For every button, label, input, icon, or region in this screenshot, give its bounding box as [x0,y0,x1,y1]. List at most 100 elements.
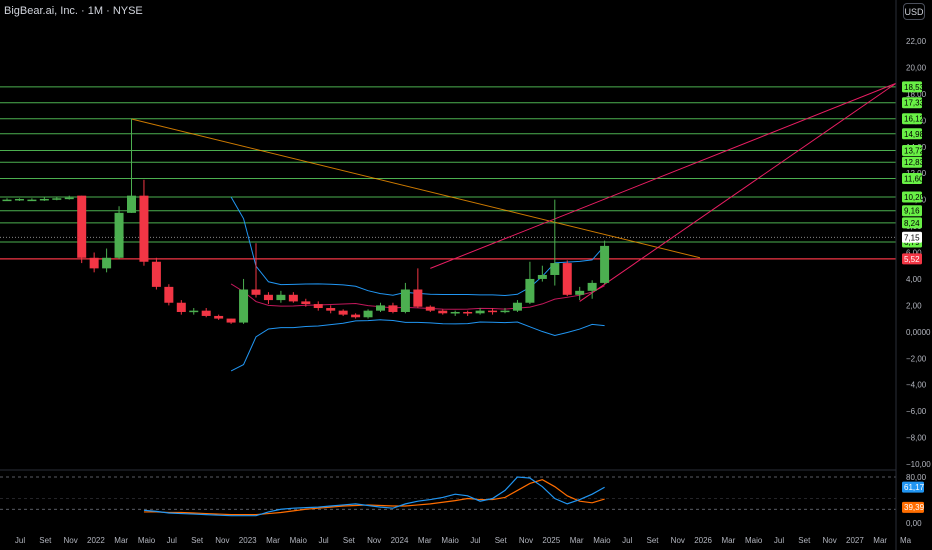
candle-body-35 [438,310,448,314]
time-tick-label-8: Nov [215,536,229,545]
candle-body-22 [276,294,286,301]
rsi-value-bg [902,481,924,493]
candle-body-17 [214,315,224,319]
level-badge-3: 14,98 [904,130,925,139]
time-tick-label-24: Jul [622,536,632,545]
level-badge-8-bg [902,205,922,217]
candle-body-33 [413,289,423,307]
candle-body-14 [176,302,186,312]
time-tick-label-18: Jul [470,536,480,545]
rsi-value-badge: 61,17 [904,483,925,492]
level-badge-9-bg [902,217,922,229]
price-tick-label-12: −2,00 [906,354,927,363]
horizontal-levels [0,86,896,260]
level-badge-8: 9,16 [904,207,920,216]
time-tick-label-20: Nov [519,536,533,545]
candle-body-27 [338,310,348,315]
candle-body-2 [27,199,37,202]
candle-body-24 [301,301,311,305]
price-tick-label-8: 6,00 [906,249,922,258]
level-badge-5-bg [902,156,922,168]
candle-body-21 [263,294,273,301]
time-tick-label-35: Ma [900,536,912,545]
candle-body-37 [463,311,473,314]
level-badge-3-bg [902,128,922,140]
currency-button[interactable]: USD [903,3,925,20]
level-badge-9: 8,24 [904,219,920,228]
candle-body-9 [114,212,124,258]
candle-body-28 [351,314,361,318]
level-badge-6: 11,60 [904,174,924,183]
price-tick-label-14: −6,00 [906,407,927,416]
time-tick-label-34: Mar [873,536,887,545]
time-tick-label-0: Jul [15,536,25,545]
time-tick-label-25: Set [646,536,659,545]
candle-body-26 [326,308,336,311]
time-tick-label-30: Jul [774,536,784,545]
level-badge-7: 10,20 [904,193,925,202]
candle-body-13 [164,286,174,303]
candle-body-4 [52,198,62,200]
candle-body-38 [475,310,485,314]
candle-body-43 [537,274,547,279]
time-tick-label-7: Set [191,536,204,545]
price-tick-label-1: 20,00 [906,63,927,72]
candle-body-30 [376,305,385,311]
diagonal-resistance [131,118,701,259]
time-tick-label-31: Set [798,536,811,545]
candle-body-39 [488,310,498,313]
level-badge-2-bg [902,113,922,125]
current-price-badge: 7,15 [904,233,920,242]
time-tick-label-17: Maio [441,536,459,545]
chart-title: BigBear.ai, Inc. · 1M · NYSE [4,5,143,17]
candle-body-0 [2,199,12,202]
level-badge-0: 18,53 [904,83,925,92]
time-tick-label-16: Mar [418,536,432,545]
candle-body-32 [400,289,410,312]
time-tick-label-28: Mar [722,536,736,545]
rsi-tick-0: 0,00 [906,519,922,528]
level-badge-1: 17,33 [904,99,925,108]
candle-body-16 [201,310,211,316]
candle-body-48 [600,245,610,283]
candle-body-3 [39,198,49,201]
price-tick-label-0: 22,00 [906,37,927,46]
rsi-pane [0,476,896,517]
candle-body-11 [139,195,149,262]
red-level-badge: 5,52 [904,255,920,264]
bb-lower [230,319,605,372]
candle-body-44 [550,263,560,275]
time-tick-label-32: Nov [822,536,836,545]
trendlines [131,82,897,372]
trend-channel-upper [430,82,897,269]
level-badge-0-bg [902,81,922,93]
candle-body-36 [450,311,460,314]
time-tick-label-14: Nov [367,536,381,545]
time-tick-label-13: Set [343,536,356,545]
time-tick-label-11: Maio [290,536,308,545]
time-tick-label-27: 2026 [694,536,712,545]
candle-body-5 [64,197,74,200]
candle-body-47 [587,282,597,291]
candle-body-18 [226,318,236,323]
candle-body-1 [14,198,24,201]
level-badge-1-bg [902,97,922,109]
candle-body-15 [189,310,199,313]
price-tick-label-2: 18,00 [906,90,927,99]
candle-body-41 [512,302,522,311]
candle-body-6 [77,195,87,258]
time-tick-label-1: Set [39,536,52,545]
time-tick-label-29: Maio [745,536,763,545]
level-badge-4: 13,72 [904,146,925,155]
price-tick-label-10: 2,00 [906,301,922,310]
time-tick-label-9: 2023 [239,536,257,545]
time-tick-label-23: Maio [593,536,611,545]
time-tick-label-21: 2025 [542,536,560,545]
rsi-ma-bg [902,501,924,513]
time-tick-label-22: Mar [570,536,584,545]
rsi-tick-80: 80,00 [906,473,927,482]
time-tick-label-5: Maio [138,536,156,545]
candle-body-10 [127,195,136,213]
